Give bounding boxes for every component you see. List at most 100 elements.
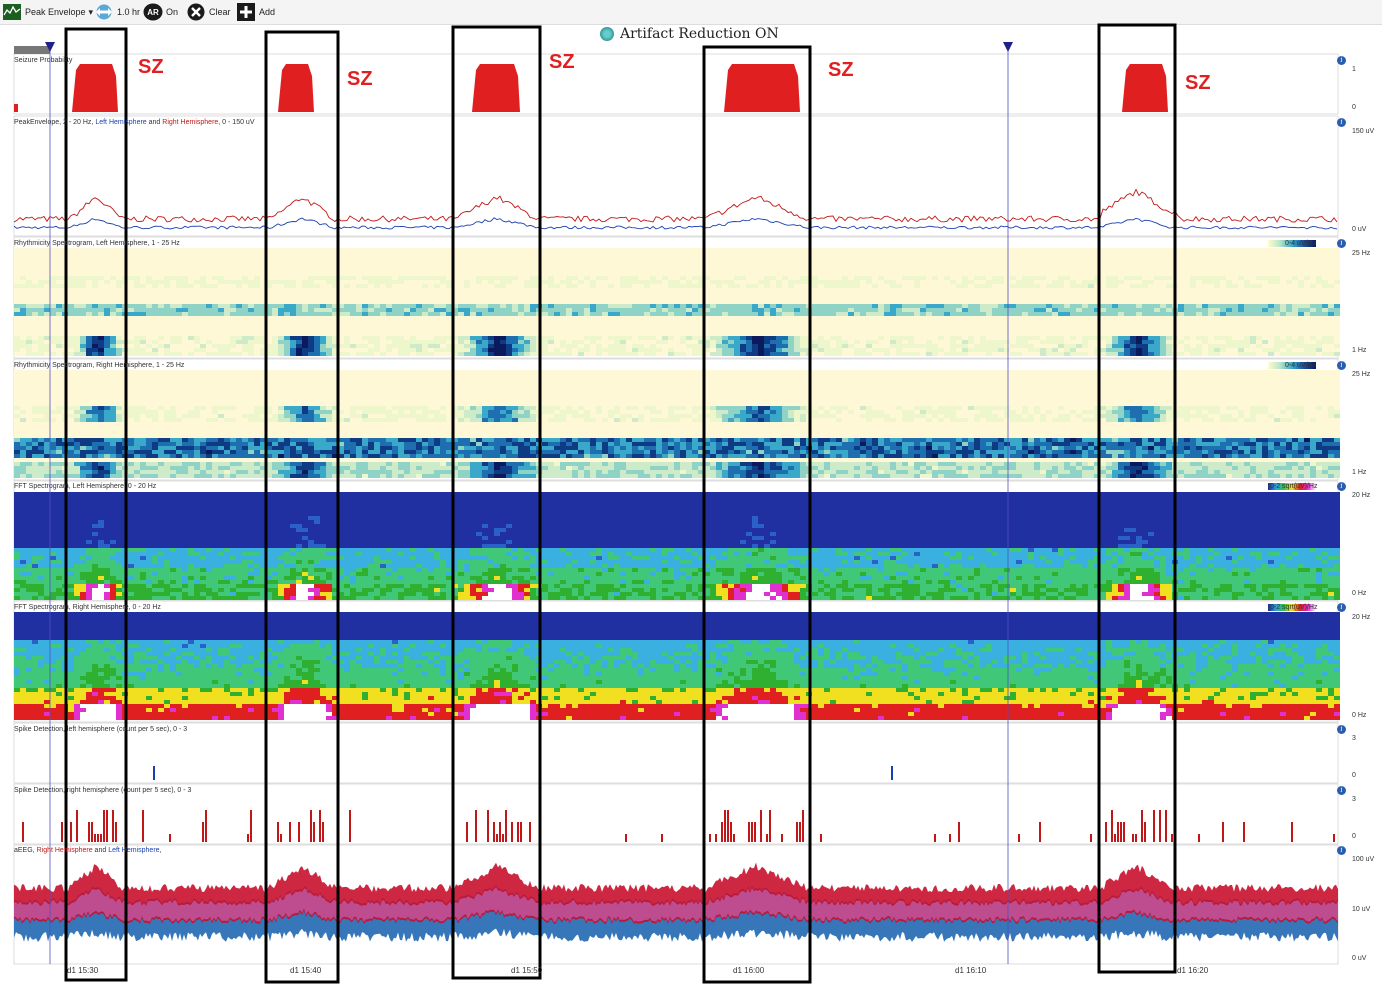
spike-bar-right	[1105, 822, 1107, 842]
aeeg-title-a: aEEG,	[14, 847, 37, 854]
spike-bar-right	[103, 810, 105, 842]
peak-info-icon[interactable]: i	[1337, 118, 1346, 127]
spike-right-title: Spike Detection, right hemisphere (count…	[14, 787, 191, 794]
spike-bar-right	[796, 822, 798, 842]
rhythm-right-scale-max: 25 Hz	[1352, 371, 1370, 378]
spike-bar-right	[1144, 822, 1146, 842]
panel-frame	[14, 723, 1338, 783]
spike-bar-right	[1141, 810, 1143, 842]
rhythm-left-title: Rhythmicity Spectrogram, Left Hemisphere…	[14, 240, 180, 247]
spike-bar-right	[1198, 834, 1200, 842]
spike-bar-right	[730, 822, 732, 842]
spike-bar-right	[1291, 822, 1293, 842]
fft-right-scale-max: 20 Hz	[1352, 614, 1370, 621]
cursor-marker-icon	[1003, 42, 1013, 52]
fft-left-info-icon[interactable]: i	[1337, 482, 1346, 491]
spike-bar-right	[322, 822, 324, 842]
spike-bar-right	[1123, 822, 1125, 842]
spike-bar-right	[205, 810, 207, 842]
aeeg-title-and: and	[93, 847, 109, 854]
spike-bar-right	[1132, 834, 1134, 842]
peak-title-and: and	[147, 119, 163, 126]
spike-bar-right	[958, 822, 960, 842]
spike-bar-left	[153, 766, 155, 780]
spike-bar-right	[1114, 834, 1116, 842]
spike-left-title: Spike Detection, left hemisphere (count …	[14, 726, 187, 733]
fft-right-scale-min: 0 Hz	[1352, 712, 1366, 719]
spike-bar-right	[466, 822, 468, 842]
spike-bar-right	[934, 834, 936, 842]
spike-bar-right	[1159, 810, 1161, 842]
seizure-info-icon[interactable]: i	[1337, 56, 1346, 65]
spike-left-info-icon[interactable]: i	[1337, 725, 1346, 734]
spike-bar-right	[661, 834, 663, 842]
spike-bar-right	[496, 834, 498, 842]
aeeg-title-left: Left Hemisphere	[108, 847, 159, 854]
spike-bar-right	[1117, 822, 1119, 842]
spike-bar-right	[733, 834, 735, 842]
spike-right-info-icon[interactable]: i	[1337, 786, 1346, 795]
spike-right-scale-min: 0	[1352, 833, 1356, 840]
peak-envelope-title: PeakEnvelope, 2 - 20 Hz, Left Hemisphere…	[14, 119, 255, 126]
time-tick-1: d1 15:30	[67, 966, 98, 975]
peak-title-right: Right Hemisphere	[162, 119, 218, 126]
peak-title-b: , 0 - 150 uV	[218, 119, 254, 126]
spike-bar-right	[70, 822, 72, 842]
spike-bar-right	[727, 810, 729, 842]
aeeg-scale-min: 0 uV	[1352, 955, 1366, 962]
spike-bar-right	[1018, 834, 1020, 842]
spike-bar-right	[1135, 834, 1137, 842]
rhythm-right-colorbar-label: 0-4 uV/Hz	[1285, 362, 1316, 369]
spike-bar-right	[502, 834, 504, 842]
spike-bar-right	[202, 822, 204, 842]
scroll-indicator	[14, 46, 50, 54]
spike-bar-right	[88, 822, 90, 842]
spike-bar-right	[22, 822, 24, 842]
seizure-probability-block	[724, 64, 800, 112]
seizure-probability-block	[14, 104, 18, 112]
fft-right-info-icon[interactable]: i	[1337, 603, 1346, 612]
time-tick-3: d1 15:50	[511, 966, 542, 975]
rhythm-left-scale-max: 25 Hz	[1352, 250, 1370, 257]
spike-bar-right	[1333, 834, 1335, 842]
panel-frame	[14, 116, 1338, 236]
seizure-probability-title: Seizure Probability	[14, 57, 72, 64]
rhythm-right-info-icon[interactable]: i	[1337, 361, 1346, 370]
time-tick-4: d1 16:00	[733, 966, 764, 975]
spike-bar-right	[802, 810, 804, 842]
fft-right-spectrogram	[14, 612, 1340, 720]
spike-bar-right	[499, 822, 501, 842]
spike-bar-right	[715, 834, 717, 842]
seizure-annotation-2: SZ	[347, 68, 373, 91]
spike-bar-right	[61, 822, 63, 842]
spike-bar-right	[766, 834, 768, 842]
spike-bar-right	[754, 822, 756, 842]
aeeg-info-icon[interactable]: i	[1337, 846, 1346, 855]
fft-left-scale-min: 0 Hz	[1352, 590, 1366, 597]
aeeg-scale-mid: 10 uV	[1352, 906, 1370, 913]
spike-bar-right	[289, 822, 291, 842]
rhythm-left-info-icon[interactable]: i	[1337, 239, 1346, 248]
spike-bar-left	[891, 766, 893, 780]
fft-left-spectrogram	[14, 492, 1340, 600]
spike-bar-right	[1153, 810, 1155, 842]
peak-scale-max: 150 uV	[1352, 128, 1374, 135]
rhythm-left-spectrogram	[14, 248, 1340, 356]
spike-bar-right	[709, 834, 711, 842]
fft-right-colorbar-label: 0-2 sqrt(uV)/Hz	[1270, 604, 1317, 611]
seizure-scale-max: 1	[1352, 66, 1356, 73]
spike-bar-right	[280, 834, 282, 842]
spike-bar-right	[97, 834, 99, 842]
spike-bar-right	[319, 810, 321, 842]
panel-frame	[14, 784, 1338, 844]
time-tick-2: d1 15:40	[290, 966, 321, 975]
spike-bar-right	[505, 810, 507, 842]
seizure-probability-block	[72, 64, 118, 112]
time-tick-6: d1 16:20	[1177, 966, 1208, 975]
seizure-annotation-1: SZ	[138, 56, 164, 79]
spike-bar-right	[247, 834, 249, 842]
spike-bar-right	[511, 822, 513, 842]
seizure-probability-block	[278, 64, 314, 112]
spike-right-scale-max: 3	[1352, 796, 1356, 803]
